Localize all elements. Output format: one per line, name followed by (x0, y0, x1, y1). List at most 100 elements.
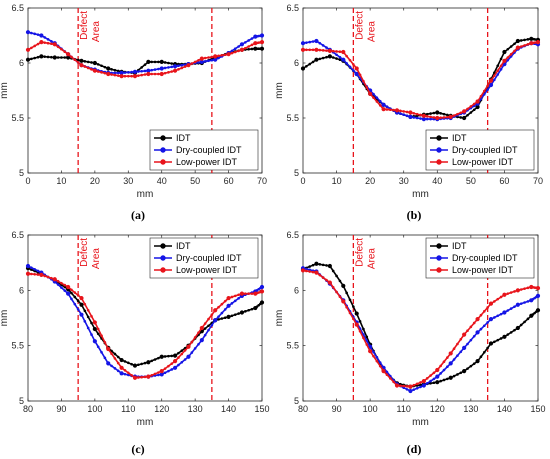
series-marker (167, 71, 170, 74)
legend-label: Low-power IDT (452, 265, 514, 275)
series-marker (70, 288, 73, 292)
series-marker (506, 333, 510, 336)
series-marker (86, 60, 90, 64)
series-marker (36, 42, 40, 46)
series-marker (150, 60, 153, 64)
panel-label: (a) (131, 208, 145, 222)
series-marker (163, 355, 167, 358)
series-marker (469, 364, 473, 368)
legend-label: Low-power IDT (452, 157, 514, 167)
series-marker (493, 78, 496, 82)
series-marker (526, 300, 530, 303)
series-marker (217, 54, 220, 58)
series-marker (432, 111, 436, 115)
series-marker (83, 309, 87, 313)
y-tick-label: 6 (19, 285, 24, 295)
series-marker (207, 317, 210, 321)
series-marker (523, 320, 526, 324)
data-point (327, 48, 332, 54)
series-marker (429, 115, 432, 119)
series-marker (157, 356, 160, 360)
series-marker (137, 363, 140, 367)
series-marker (496, 338, 500, 342)
x-tick-label: 150 (530, 404, 545, 414)
series-marker (123, 368, 127, 372)
series-marker (150, 68, 153, 72)
series-marker (76, 308, 80, 311)
series-marker (399, 112, 402, 115)
x-tick-label: 110 (397, 404, 411, 414)
data-point (25, 30, 31, 35)
data-point (92, 326, 97, 332)
x-axis-label: mm (412, 417, 429, 428)
data-point (132, 74, 138, 79)
series-marker (308, 40, 312, 44)
series-marker (230, 51, 234, 55)
series-marker (183, 65, 187, 68)
series-marker (113, 68, 117, 72)
series-marker (76, 58, 80, 62)
data-point (300, 66, 306, 71)
series-marker (513, 290, 516, 293)
series-marker (378, 361, 382, 364)
series-marker (126, 74, 130, 78)
data-point (213, 308, 218, 313)
chart-panel-3: 80 90 100 110 120 130 140 150 5 5.5 6 6.5 mm mm Defect… (0, 230, 270, 456)
series-marker (237, 49, 240, 53)
series-marker (167, 66, 170, 69)
series-marker (452, 374, 456, 378)
series-marker (36, 55, 40, 59)
data-point (502, 310, 507, 315)
y-tick-label: 5 (19, 168, 24, 178)
series-marker (493, 316, 496, 319)
data-point (226, 303, 231, 308)
series-marker (442, 116, 446, 119)
series-marker (325, 46, 328, 49)
data-point (259, 40, 265, 45)
series-marker (325, 55, 328, 59)
series-marker (506, 56, 510, 59)
legend-marker (160, 243, 166, 249)
series-marker (86, 315, 90, 319)
series-marker (459, 371, 463, 375)
series-marker (130, 70, 133, 74)
defect-annotation: Defect (354, 238, 365, 267)
series-marker (466, 113, 469, 117)
series-marker (345, 291, 348, 295)
data-point (475, 330, 480, 335)
series-marker (412, 388, 416, 391)
series-marker (311, 48, 315, 52)
series-marker (469, 338, 473, 342)
y-tick-label: 6 (19, 58, 24, 68)
legend-marker (436, 255, 442, 261)
legend-label: Dry-coupled IDT (176, 253, 242, 263)
series-marker (220, 317, 224, 320)
series-marker (526, 286, 530, 290)
defect-annotation: Defect (79, 11, 90, 40)
series-marker (415, 386, 419, 390)
series-marker (46, 38, 50, 41)
series-marker (432, 371, 436, 375)
series-marker (439, 379, 442, 383)
series-marker (137, 376, 140, 379)
x-tick-label: 10 (56, 176, 66, 186)
data-point (119, 371, 124, 376)
data-point (502, 58, 507, 63)
x-tick-label: 20 (90, 176, 100, 186)
data-point (502, 334, 507, 339)
series-marker (36, 273, 40, 276)
chart-panel-2: 0 10 20 30 40 50 60 70 5 5.5 6 6.5 mm mm Defect Area IDT… (274, 3, 543, 222)
series-marker (96, 345, 100, 349)
series-marker (456, 112, 459, 116)
y-tick-label: 6.5 (11, 230, 24, 240)
series-marker (419, 113, 422, 117)
data-point (394, 383, 400, 388)
series-marker (180, 349, 184, 352)
series-marker (170, 65, 174, 69)
series-marker (506, 292, 510, 295)
series-marker (526, 38, 530, 41)
series-marker (33, 268, 36, 271)
series-marker (180, 360, 184, 364)
data-point (488, 341, 494, 346)
series-marker (305, 65, 308, 68)
